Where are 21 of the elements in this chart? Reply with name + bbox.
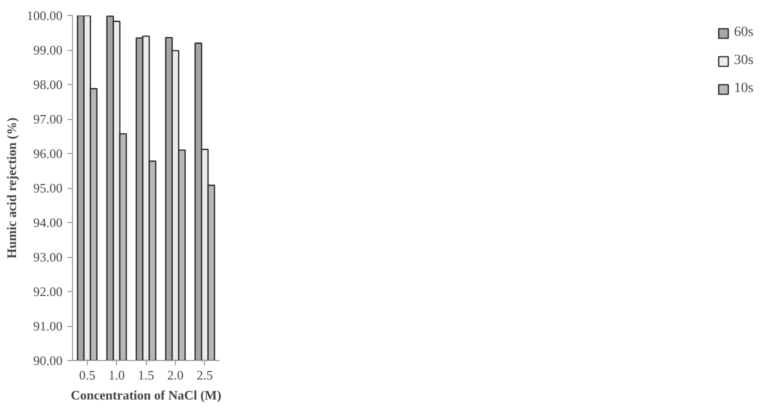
- x-axis-title: Concentration of NaCl (M): [70, 388, 222, 402]
- y-tick-label: 95.00: [33, 180, 62, 196]
- legend-label: 10s: [734, 81, 754, 97]
- x-tick-label: 2.0: [167, 368, 184, 382]
- y-tick-label: 98.00: [33, 77, 62, 92]
- x-tick-label: 1.0: [108, 368, 125, 382]
- y-tick-label: 91.00: [33, 318, 62, 334]
- y-tick-label: 96.00: [33, 146, 62, 161]
- y-axis-title: Humic acid rejection (%): [4, 118, 19, 258]
- y-tick-label: 100.00: [26, 8, 62, 23]
- legend-label: 30s: [734, 53, 754, 69]
- x-tick-label: 2.5: [196, 368, 213, 382]
- y-tick-label: 90.00: [33, 353, 62, 368]
- x-tick-label: 0.5: [79, 368, 96, 382]
- y-tick-label: 99.00: [33, 42, 62, 58]
- y-tick-label: 93.00: [33, 250, 62, 264]
- x-tick-label: 1.5: [138, 368, 154, 382]
- y-tick-label: 97.00: [33, 112, 62, 126]
- y-tick-label: 94.00: [33, 215, 62, 230]
- y-tick-label: 92.00: [33, 284, 62, 299]
- legend-label: 60s: [734, 25, 754, 41]
